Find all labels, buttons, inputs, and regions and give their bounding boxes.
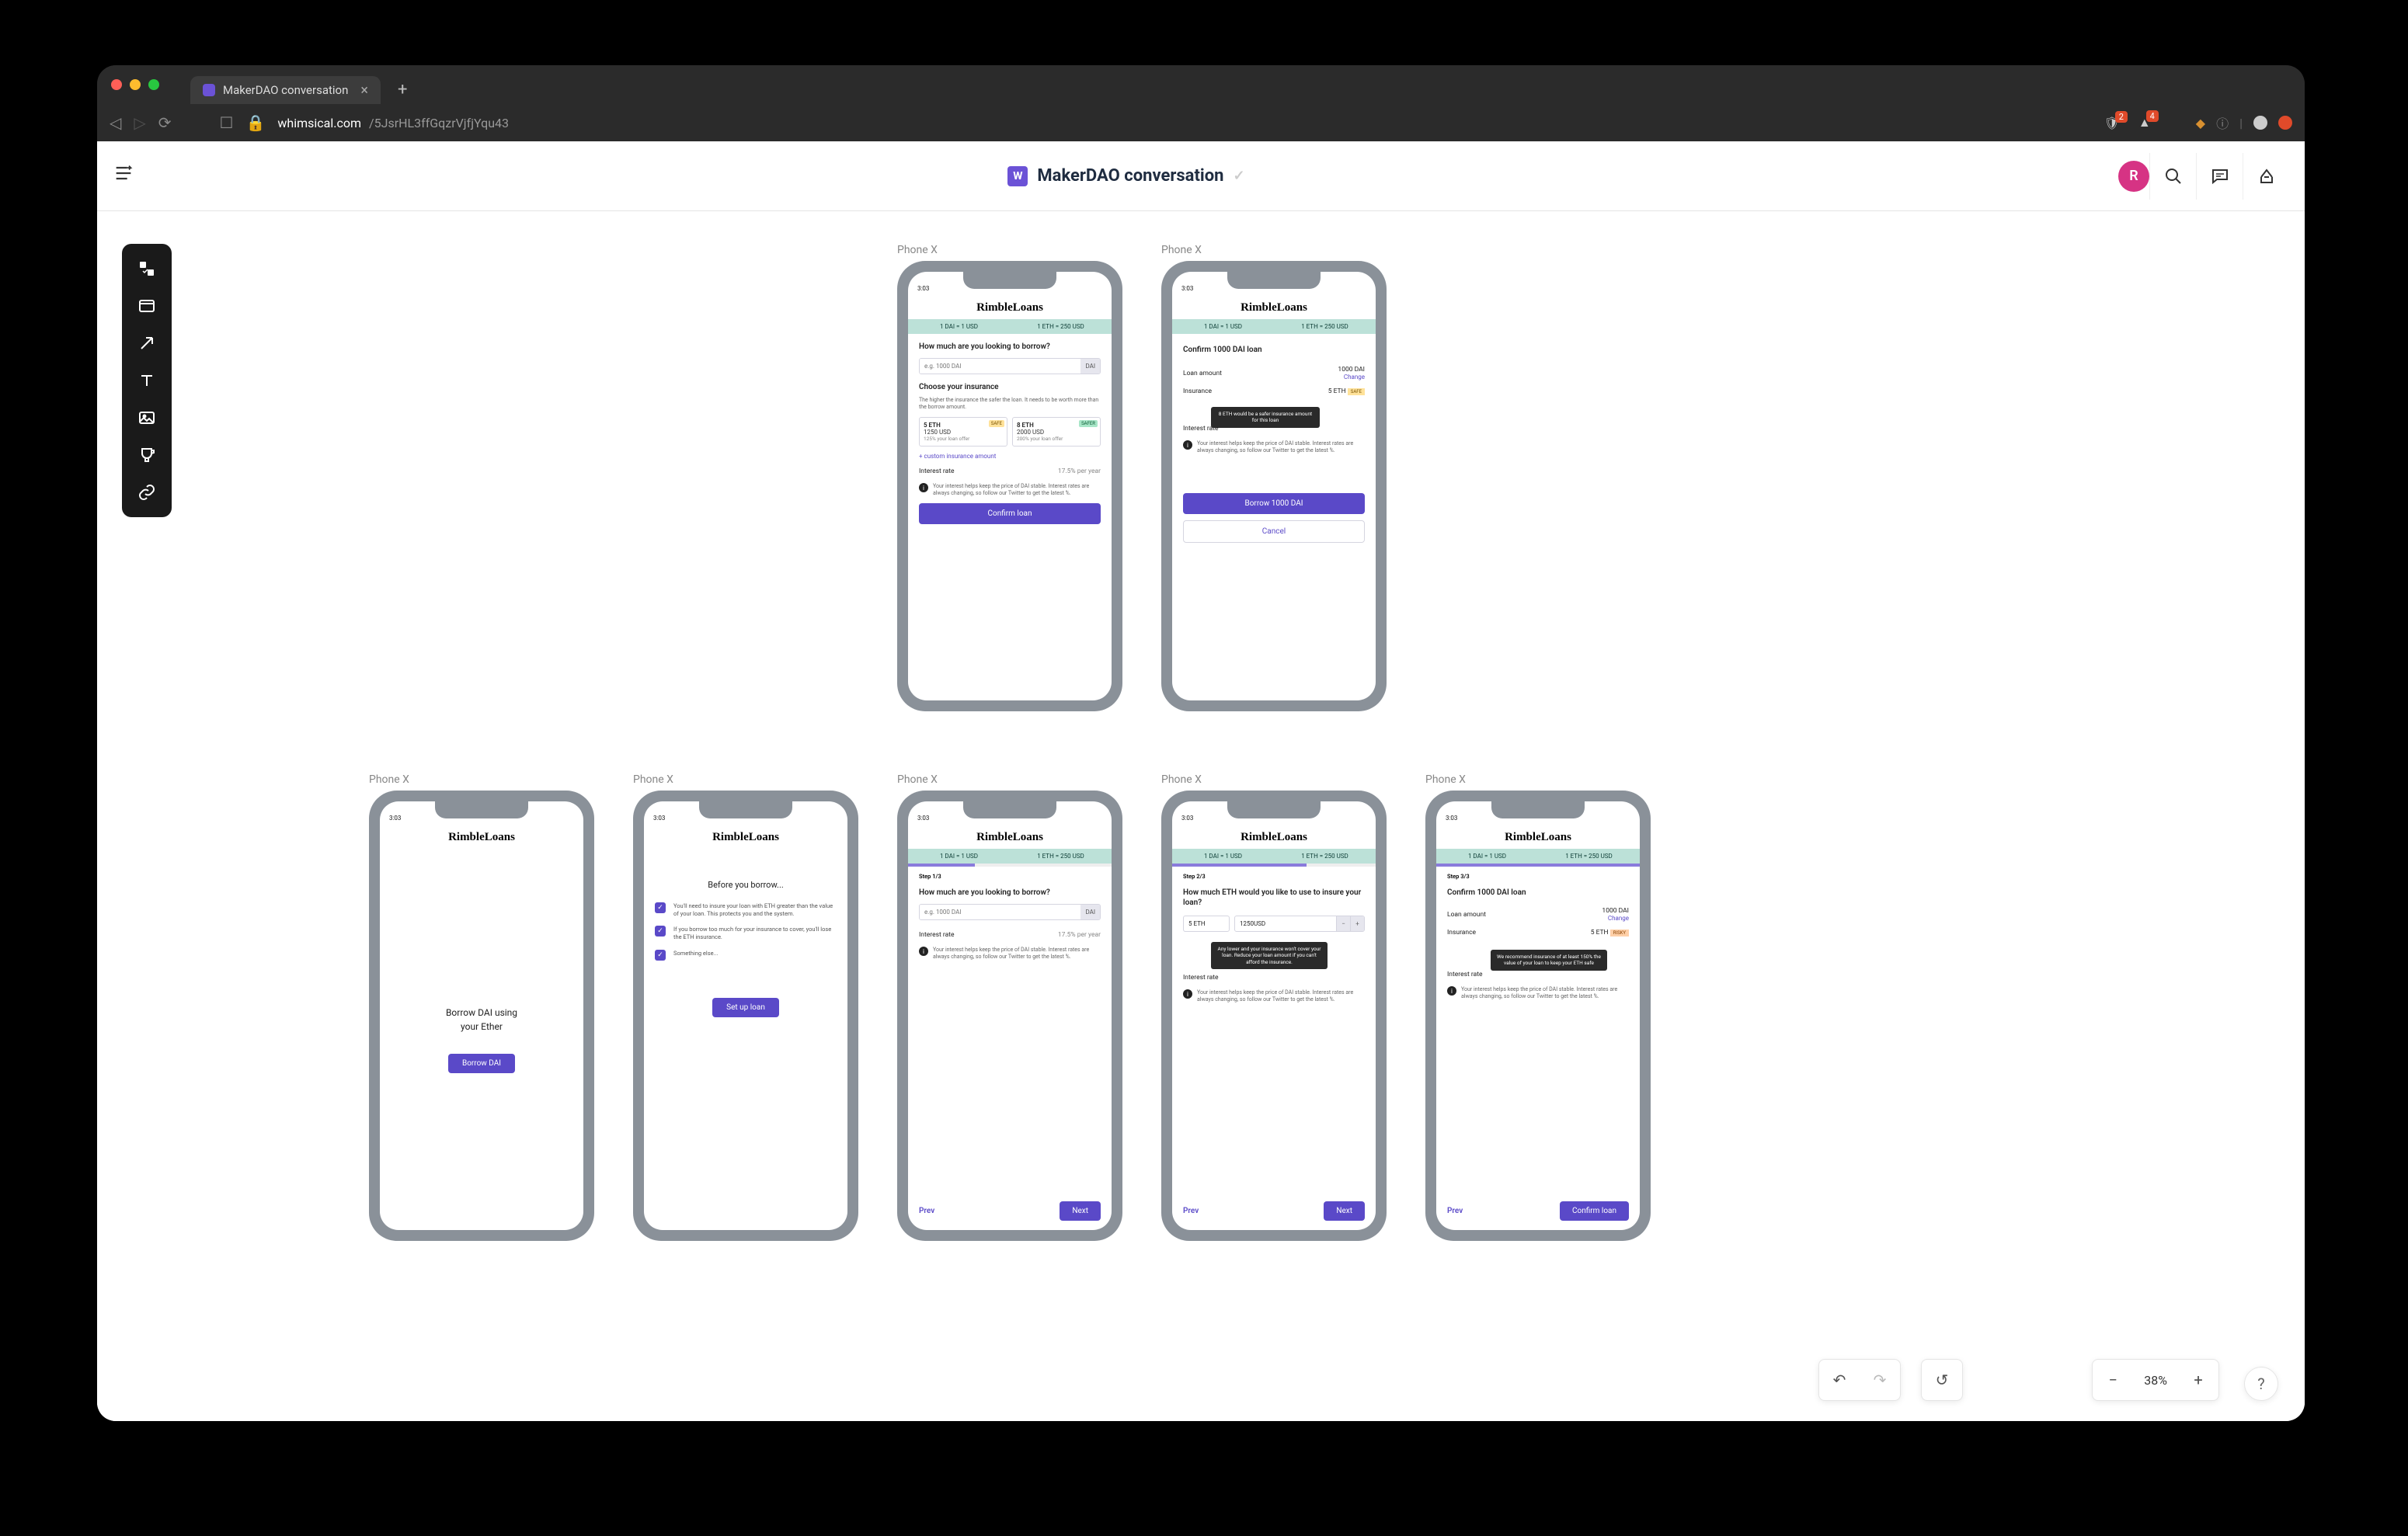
phone-frame-step2[interactable]: Phone X 3:03 RimbleLoans 1 DAI = 1 USD1 … [1161,773,1387,1241]
app-title: RimbleLoans [908,294,1112,319]
tool-text[interactable] [130,363,164,398]
amount-input[interactable]: DAI [919,358,1101,374]
tool-image[interactable] [130,401,164,435]
new-tab-button[interactable]: + [398,80,407,99]
insurance-card-2[interactable]: SAFER8 ETH2000 USD200% your loan offer [1012,417,1101,447]
tool-frame[interactable] [130,289,164,323]
custom-insurance-link[interactable]: + custom insurance amount [919,453,1101,460]
browser-tabs-bar: MakerDAO conversation × + [97,65,2305,104]
zoom-in-button[interactable]: + [2183,1364,2214,1395]
phone-frame-step3[interactable]: Phone X 3:03 RimbleLoans 1 DAI = 1 USD1 … [1425,773,1651,1241]
extension-icon[interactable]: ▲4 [2138,115,2151,130]
whimsical-app: W MakerDAO conversation ✓ R [97,141,2305,1421]
workspace-icon: W [1007,166,1028,186]
redo-button[interactable]: ↷ [1864,1364,1895,1395]
share-button[interactable] [2243,153,2289,200]
phone-frame-before[interactable]: Phone X 3:03 RimbleLoans Before you borr… [633,773,858,1241]
back-button[interactable]: ◁ [110,113,121,132]
extensions: 🛡2 ▲4 ◆ ⓘ | [2104,113,2292,132]
close-tab-icon[interactable]: × [360,82,368,99]
history-button[interactable]: ↺ [1926,1364,1957,1395]
favicon-icon [203,84,215,96]
bookmark-icon[interactable]: ☐ [220,113,234,132]
change-link[interactable]: Change [1344,374,1365,381]
zoom-level[interactable]: 38% [2138,1373,2173,1388]
confirm-loan-button[interactable]: Confirm loan [919,503,1101,524]
url-field[interactable]: whimsical.com/5JsrHL3ffGqzrVjfjYqu43 [277,116,2091,130]
next-button[interactable]: Next [1060,1201,1101,1221]
borrow-dai-button[interactable]: Borrow DAI [448,1054,515,1073]
cancel-button[interactable]: Cancel [1183,520,1365,543]
left-toolbar [122,244,172,517]
history-button-group: ↺ [1921,1359,1963,1401]
brave-shield-icon[interactable]: 🛡2 [2104,116,2120,130]
menu-button[interactable] [113,162,134,189]
browser-window: MakerDAO conversation × + ◁ ▷ ⟳ ☐ 🔒 whim… [97,65,2305,1421]
reload-button[interactable]: ⟳ [158,113,172,132]
zoom-out-button[interactable]: − [2097,1364,2128,1395]
tool-component[interactable] [130,438,164,472]
amount-input[interactable]: DAI [919,904,1101,920]
undo-redo-group: ↶ ↷ [1818,1359,1901,1401]
window-controls[interactable] [111,79,159,90]
insurance-card-1[interactable]: SAFE5 ETH1250 USD125% your loan offer [919,417,1007,447]
address-bar: ◁ ▷ ⟳ ☐ 🔒 whimsical.com/5JsrHL3ffGqzrVjf… [97,104,2305,141]
comments-button[interactable] [2196,153,2243,200]
forward-button[interactable]: ▷ [134,113,145,132]
app-header: W MakerDAO conversation ✓ R [97,141,2305,211]
lock-icon: 🔒 [245,113,265,132]
canvas[interactable]: Phone X 3:03 RimbleLoans 1 DAI = 1 USD1 … [97,211,2305,1421]
tool-select[interactable] [130,252,164,286]
browser-tab[interactable]: MakerDAO conversation × [190,76,381,104]
avatar[interactable]: R [2118,161,2149,192]
extension-icon-2[interactable]: ◆ [2196,116,2205,130]
search-button[interactable] [2149,153,2196,200]
borrow-button[interactable]: Borrow 1000 DAI [1183,493,1365,514]
tab-title: MakerDAO conversation [223,83,348,97]
prev-button[interactable]: Prev [919,1207,934,1215]
help-button[interactable]: ? [2244,1367,2278,1401]
setup-loan-button[interactable]: Set up loan [712,998,779,1017]
tooltip: 8 ETH would be a safer insurance amount … [1211,407,1320,428]
phone-frame-step1[interactable]: Phone X 3:03 RimbleLoans 1 DAI = 1 USD1 … [897,773,1122,1241]
extension-icon-3[interactable] [2278,116,2292,130]
phone-frame-borrow-form[interactable]: Phone X 3:03 RimbleLoans 1 DAI = 1 USD1 … [897,244,1122,711]
info-icon: i [919,483,928,492]
tool-arrow[interactable] [130,326,164,360]
profile-icon[interactable] [2253,116,2267,130]
verified-icon: ✓ [1233,168,1244,184]
document-title[interactable]: W MakerDAO conversation ✓ [134,166,2118,186]
check-icon: ✓ [655,902,666,913]
info-icon[interactable]: ⓘ [2216,113,2229,132]
phone-frame-confirm[interactable]: Phone X 3:03 RimbleLoans 1 DAI = 1 USD1 … [1161,244,1387,711]
undo-button[interactable]: ↶ [1824,1364,1855,1395]
quantity-stepper[interactable]: 1250USD−+ [1234,916,1365,932]
phone-frame-landing[interactable]: Phone X 3:03 RimbleLoans Borrow DAI usin… [369,773,594,1241]
tool-link[interactable] [130,475,164,509]
zoom-controls: − 38% + [2092,1359,2219,1401]
